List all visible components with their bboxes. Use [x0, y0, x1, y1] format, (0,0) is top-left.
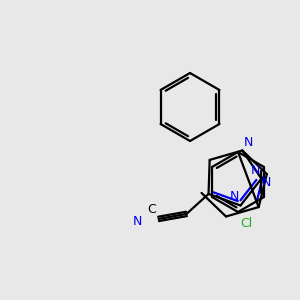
Text: N: N: [243, 136, 253, 149]
Text: Cl: Cl: [240, 217, 252, 230]
Text: N: N: [262, 176, 272, 189]
Text: N: N: [251, 164, 260, 177]
Text: C: C: [147, 203, 155, 216]
Text: N: N: [133, 215, 142, 228]
Text: N: N: [230, 190, 239, 203]
